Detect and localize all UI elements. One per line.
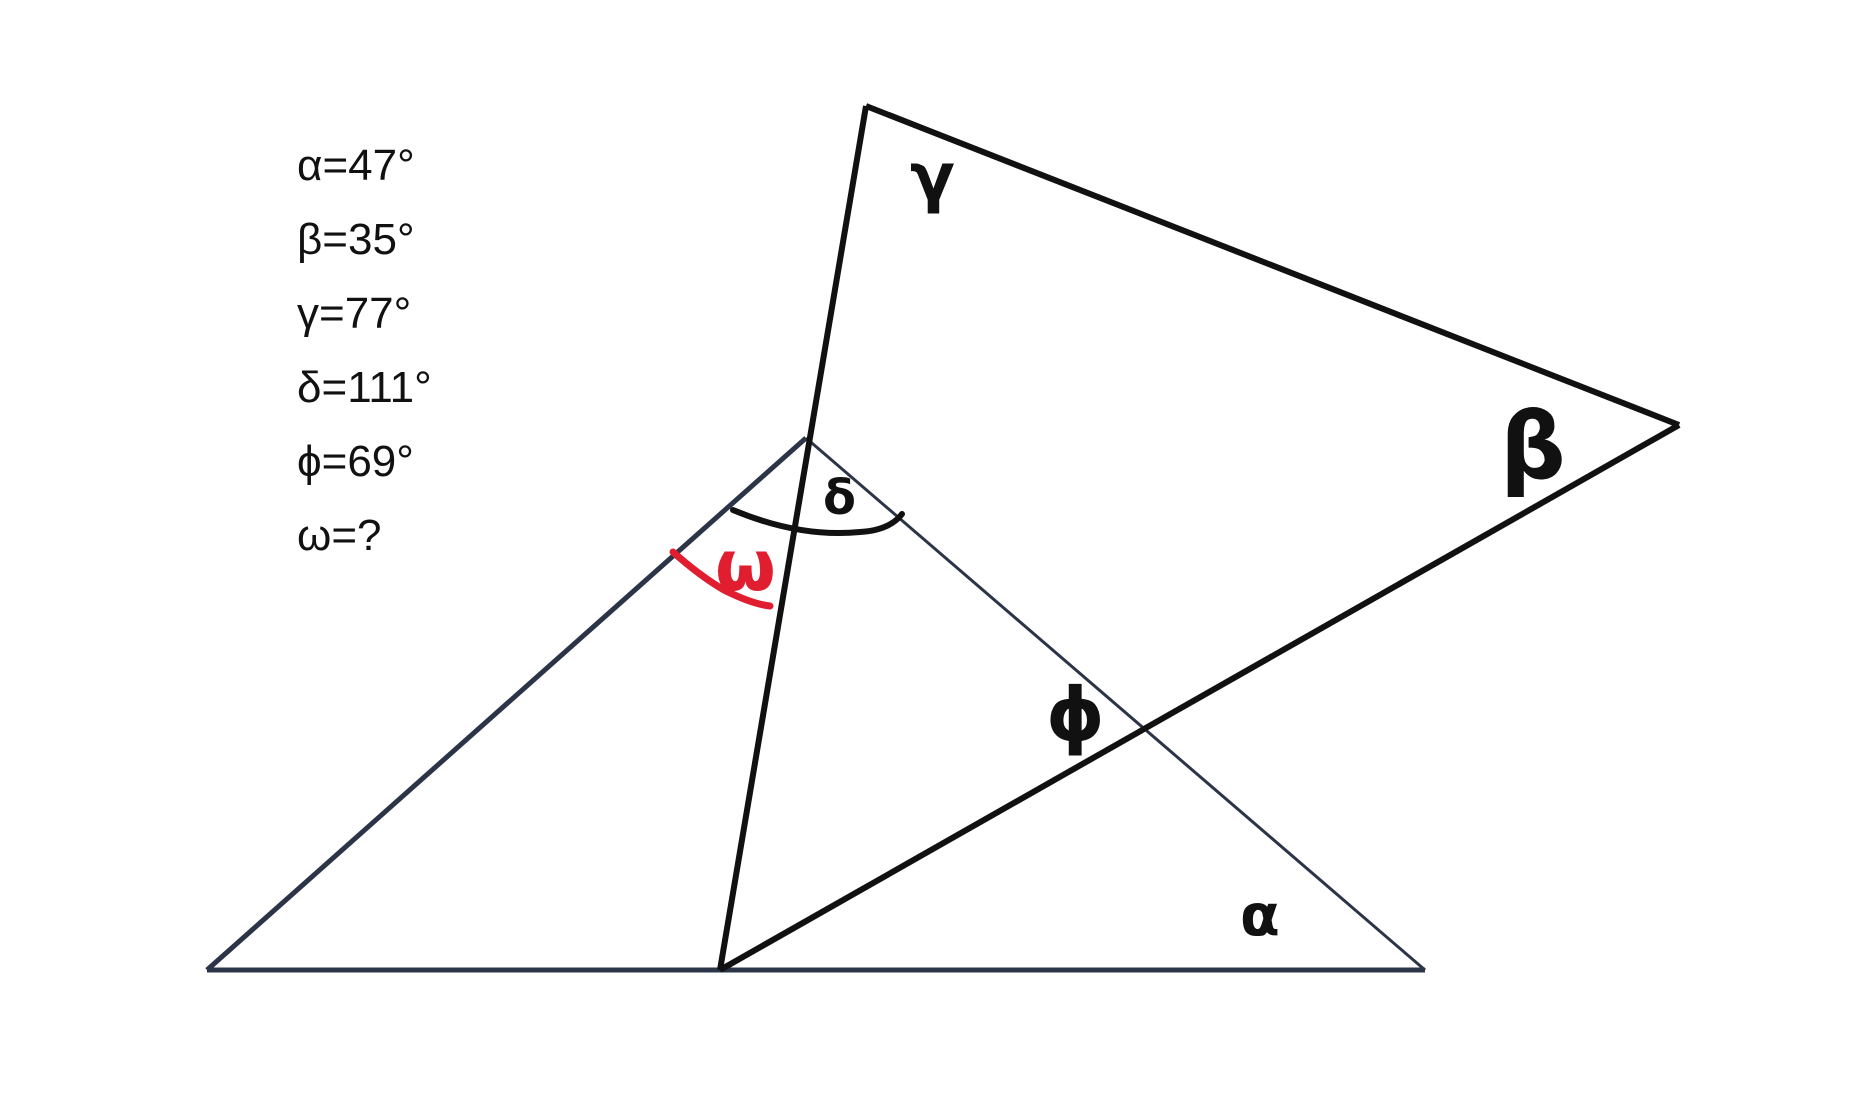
lower-triangle-left-side	[205, 436, 808, 972]
given-phi: ϕ=69°	[297, 437, 414, 486]
upper-triangle-top-side	[864, 103, 1681, 428]
given-gamma: γ=77°	[297, 289, 411, 338]
omega-angle-arc	[669, 548, 774, 610]
lower-triangle	[205, 436, 1426, 973]
given-omega: ω=?	[297, 511, 382, 560]
given-values-list: α=47° β=35° γ=77° δ=111° ϕ=69° ω=?	[297, 141, 432, 560]
upper-triangle	[717, 103, 1681, 973]
gamma-label: γ	[910, 139, 955, 216]
upper-triangle-left-side	[717, 105, 869, 971]
given-delta: δ=111°	[297, 363, 432, 412]
given-alpha: α=47°	[297, 141, 415, 190]
delta-angle-arc	[730, 507, 905, 537]
omega-label: ω	[715, 525, 776, 607]
upper-triangle-bottom-side	[718, 422, 1681, 973]
beta-label: β	[1500, 393, 1566, 500]
alpha-label: α	[1240, 881, 1280, 949]
lower-triangle-right-side	[805, 436, 1426, 972]
phi-label: ϕ	[1046, 672, 1105, 758]
delta-label: δ	[823, 470, 856, 526]
given-beta: β=35°	[297, 215, 415, 264]
